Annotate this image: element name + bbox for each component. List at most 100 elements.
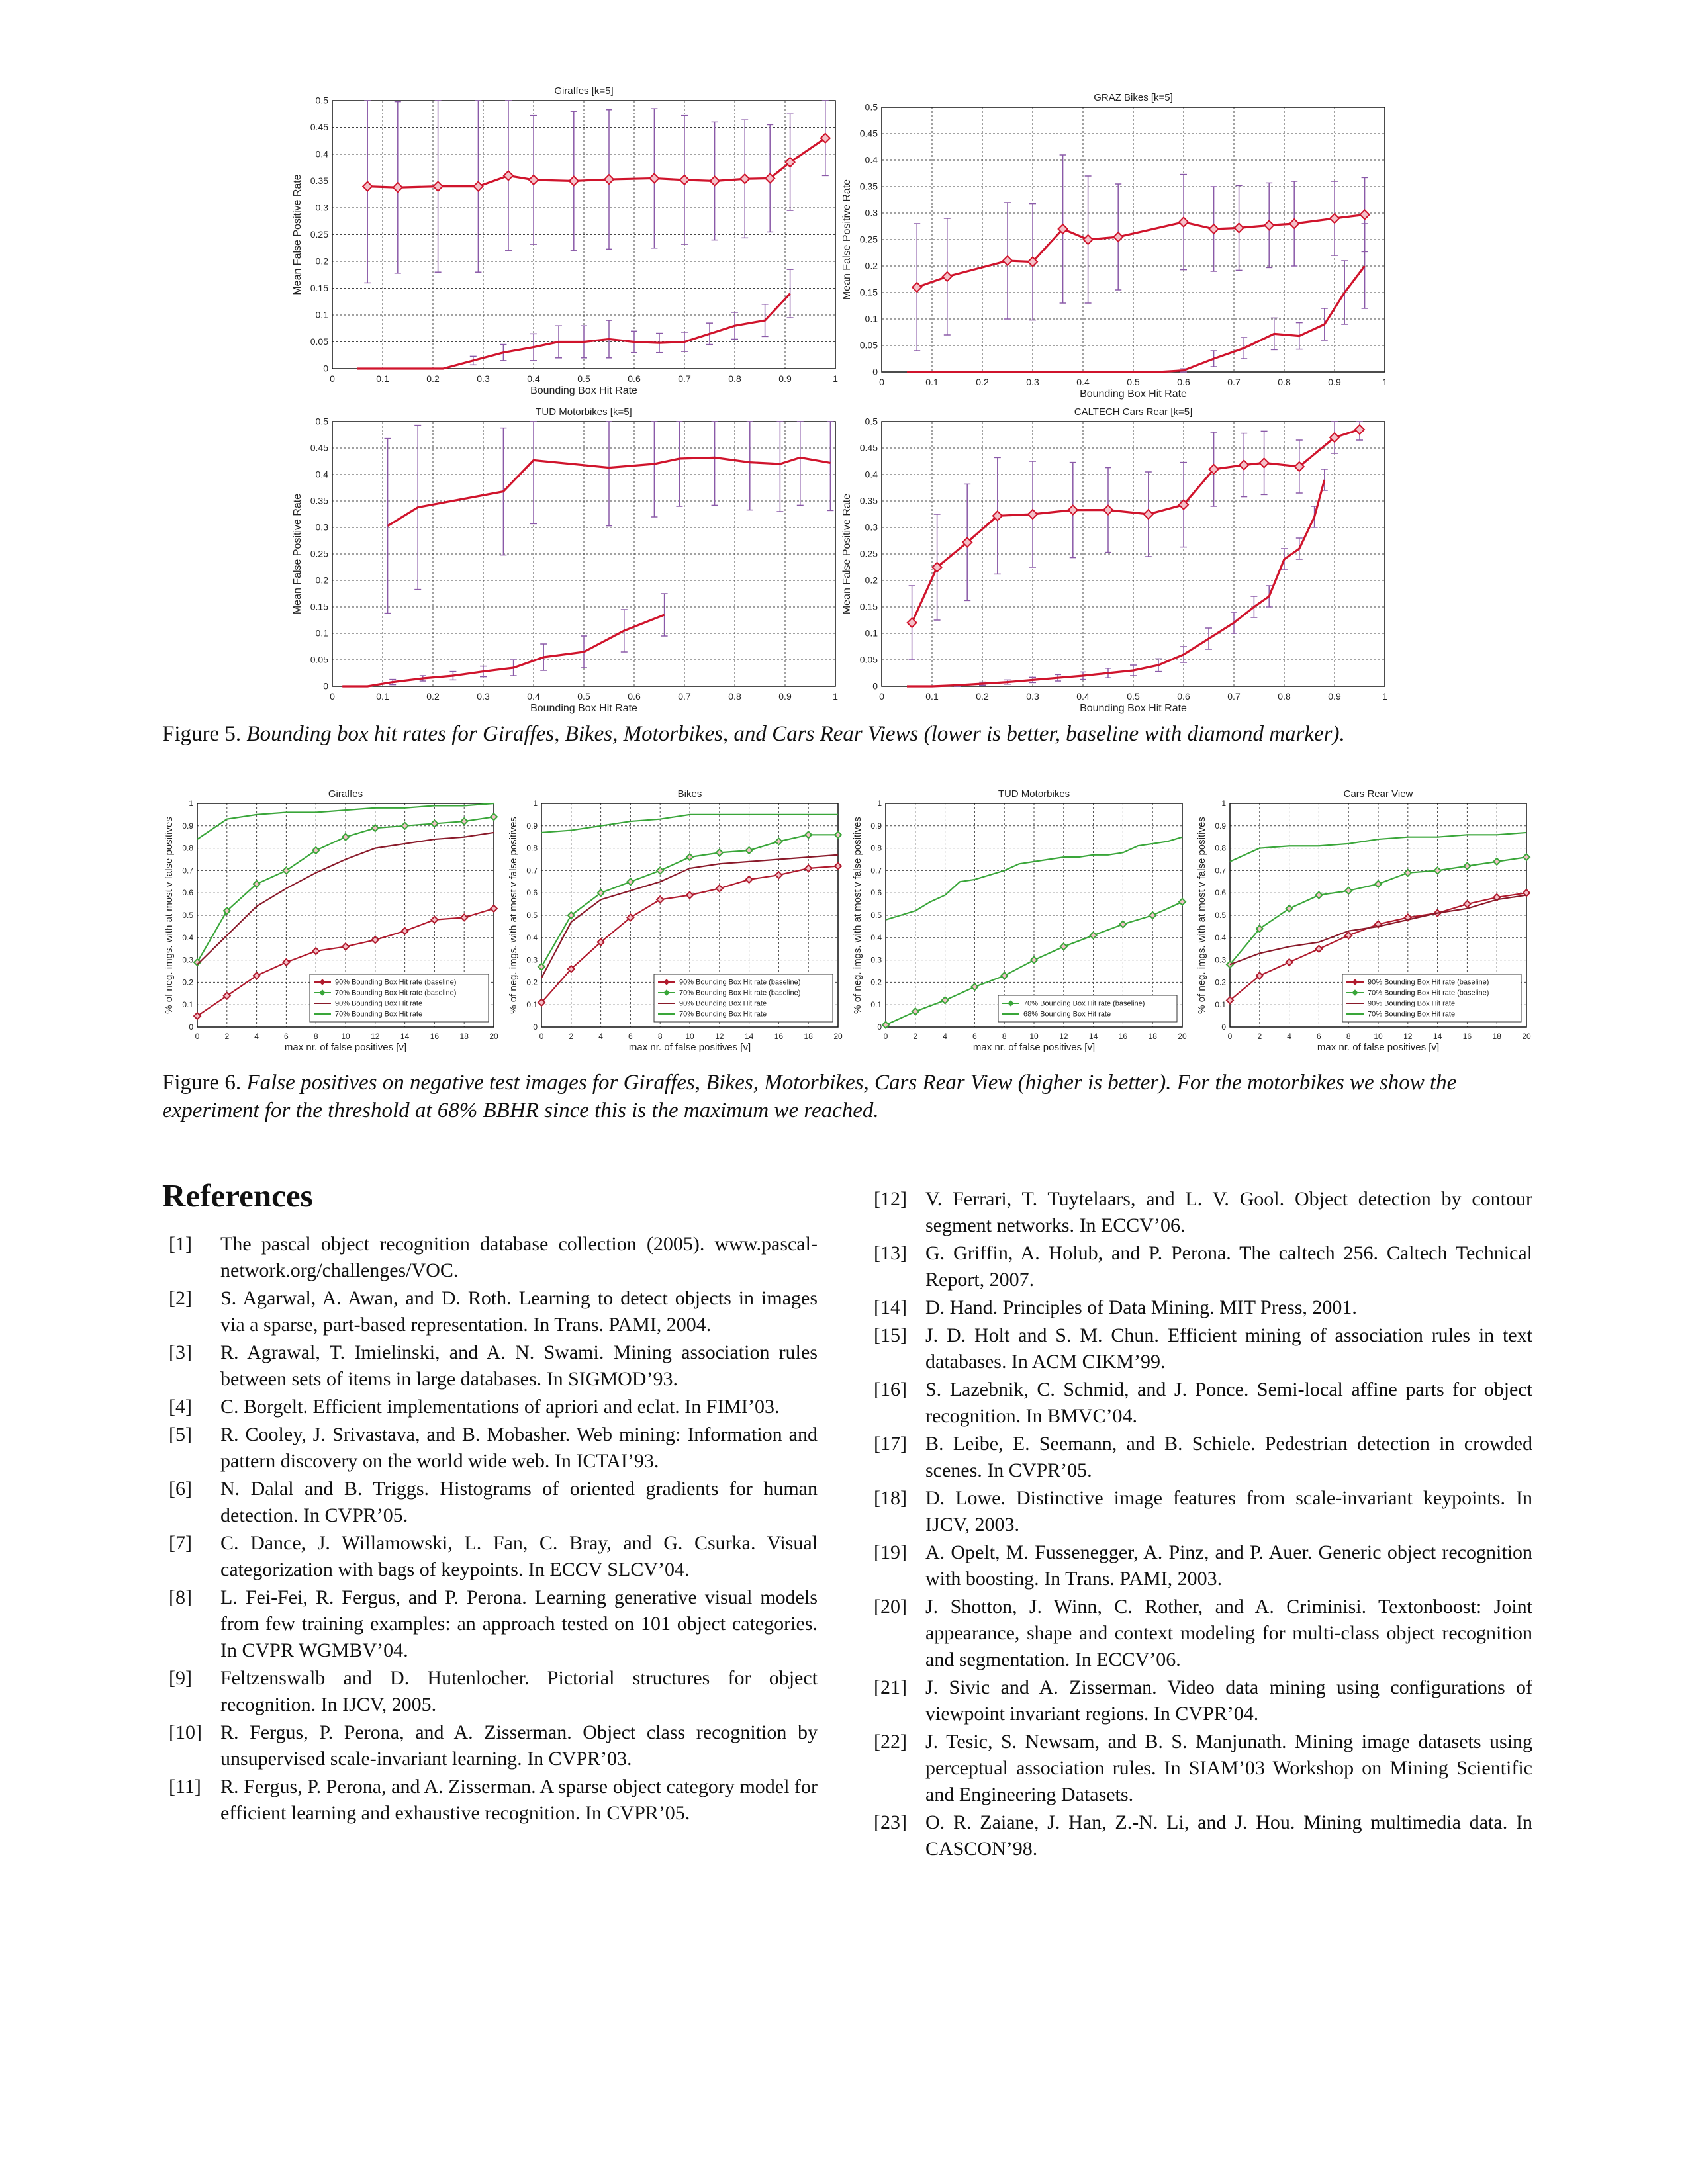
- figure6-caption: Figure 6. False positives on negative te…: [162, 1069, 1532, 1124]
- y-tick-label: 0.8: [1215, 844, 1226, 853]
- x-tick-label: 0.8: [1278, 377, 1291, 387]
- data-point: [1027, 508, 1039, 520]
- series-2: [885, 836, 1183, 921]
- y-tick-label: 0.4: [316, 149, 329, 159]
- series-line: [342, 614, 665, 688]
- data-point: [1522, 888, 1531, 897]
- legend-entry: 70% Bounding Box Hit rate (baseline): [1023, 1000, 1145, 1008]
- reference-item: [9] Feltzenswalb and D. Hutenlocher. Pict…: [162, 1665, 818, 1718]
- reference-item: [17] B. Leibe, E. Seemann, and B. Schiele…: [867, 1431, 1532, 1484]
- y-tick-label: 1: [189, 799, 193, 808]
- data-point: [1329, 212, 1340, 224]
- data-point: [1374, 880, 1383, 889]
- x-tick-label: 0.2: [426, 373, 440, 384]
- series-line: [885, 836, 1183, 921]
- x-tick-label: 2: [224, 1032, 229, 1041]
- data-point: [1263, 219, 1275, 231]
- x-tick-label: 0.1: [376, 691, 389, 702]
- data-point: [1492, 857, 1501, 866]
- legend-marker: [1352, 979, 1358, 985]
- reference-text: S. Lazebnik, C. Schmid, and J. Ponce. Se…: [925, 1379, 1532, 1427]
- x-tick-label: 0.7: [678, 373, 691, 384]
- reference-item: [3] R. Agrawal, T. Imielinski, and A. N. …: [162, 1340, 818, 1392]
- y-tick-label: 0.9: [870, 821, 882, 831]
- data-point: [361, 181, 373, 193]
- y-tick-label: 0.3: [316, 203, 329, 213]
- y-tick-label: 0.1: [865, 314, 878, 324]
- data-point: [1238, 459, 1250, 471]
- reference-text: J. Tesic, S. Newsam, and B. S. Manjunath…: [925, 1731, 1532, 1805]
- legend-entry: 68% Bounding Box Hit rate: [1023, 1011, 1111, 1019]
- reference-text: B. Leibe, E. Seemann, and B. Schiele. Pe…: [925, 1433, 1532, 1481]
- x-axis-label: max nr. of false positives [v]: [285, 1042, 406, 1053]
- series-3: [541, 854, 839, 979]
- data-point: [1344, 931, 1353, 940]
- x-tick-label: 6: [628, 1032, 633, 1041]
- reference-text: V. Ferrari, T. Tuytelaars, and L. V. Goo…: [925, 1188, 1532, 1236]
- y-tick-label: 0.3: [1215, 956, 1226, 965]
- reference-number: [1]: [169, 1233, 192, 1255]
- figure5-caption-text: Bounding box hit rates for Giraffes, Bik…: [246, 722, 1345, 746]
- data-point: [489, 812, 498, 821]
- reference-text: R. Fergus, P. Perona, and A. Zisserman. …: [220, 1776, 818, 1824]
- y-tick-label: 0: [189, 1023, 193, 1032]
- data-point: [1112, 231, 1124, 243]
- references-right-column: [12] V. Ferrari, T. Tuytelaars, and L. V.…: [867, 1186, 1532, 1864]
- data-point: [626, 877, 635, 886]
- data-point: [341, 833, 350, 842]
- y-tick-label: 0.5: [526, 911, 538, 920]
- data-point: [596, 888, 606, 897]
- figure6-caption-text: False positives on negative test images …: [162, 1071, 1457, 1122]
- x-tick-label: 0.6: [1177, 377, 1190, 387]
- data-point: [1403, 868, 1413, 878]
- reference-item: [5] R. Cooley, J. Srivastava, and B. Moba…: [162, 1422, 818, 1475]
- y-tick-label: 0.8: [870, 844, 882, 853]
- reference-number: [16]: [874, 1379, 907, 1400]
- reference-text: L. Fei-Fei, R. Fergus, and P. Perona. Le…: [220, 1586, 818, 1661]
- series-4: [1229, 831, 1527, 862]
- reference-item: [11] R. Fergus, P. Perona, and A. Zisserm…: [162, 1774, 818, 1827]
- data-point: [655, 895, 665, 904]
- reference-number: [15]: [874, 1324, 907, 1346]
- x-tick-label: 0.5: [1127, 377, 1140, 387]
- data-point: [648, 173, 660, 184]
- y-tick-label: 0.9: [1215, 821, 1226, 831]
- y-tick-label: 0: [872, 367, 878, 377]
- legend-box: [309, 974, 489, 1023]
- reference-item: [23] O. R. Zaiane, J. Han, Z.-N. Li, and …: [867, 1809, 1532, 1862]
- data-point: [311, 946, 320, 956]
- reference-number: [21]: [874, 1676, 907, 1698]
- data-point: [1118, 920, 1127, 929]
- y-tick-label: 0.1: [182, 1000, 193, 1009]
- series-1: [384, 421, 834, 614]
- reference-number: [9]: [169, 1667, 192, 1689]
- data-point: [881, 1021, 890, 1030]
- data-point: [715, 884, 724, 893]
- reference-text: O. R. Zaiane, J. Han, Z.-N. Li, and J. H…: [925, 1811, 1532, 1860]
- reference-number: [22]: [874, 1731, 907, 1752]
- chart-title: CALTECH Cars Rear [k=5]: [1074, 406, 1193, 418]
- reference-item: [20] J. Shotton, J. Winn, C. Rother, and …: [867, 1594, 1532, 1673]
- reference-item: [22] J. Tesic, S. Newsam, and B. S. Manju…: [867, 1729, 1532, 1808]
- y-tick-label: 0.4: [182, 933, 193, 942]
- reference-number: [6]: [169, 1478, 192, 1500]
- x-tick-label: 0: [330, 691, 335, 702]
- x-tick-label: 0: [195, 1032, 200, 1041]
- x-tick-label: 1: [833, 691, 838, 702]
- data-point: [745, 846, 754, 855]
- fig5-chart-caltech-cars: CALTECH Cars Rear [k=5] 0 0.1 0.2 0.3 0.4 0.5 0…: [841, 406, 1387, 714]
- y-tick-label: 0.6: [870, 888, 882, 897]
- x-axis-label: max nr. of false positives [v]: [973, 1042, 1095, 1053]
- x-tick-label: 0.4: [527, 691, 540, 702]
- y-tick-label: 0.05: [860, 340, 878, 351]
- y-tick-label: 0.9: [182, 821, 193, 831]
- x-tick-label: 0.2: [976, 691, 989, 702]
- data-point: [1082, 234, 1094, 246]
- data-point: [1225, 996, 1235, 1005]
- data-point: [906, 617, 918, 629]
- data-point: [1462, 862, 1472, 871]
- x-tick-label: 14: [1089, 1032, 1098, 1041]
- x-tick-label: 14: [745, 1032, 754, 1041]
- reference-item: [14] D. Hand. Principles of Data Mining. …: [867, 1295, 1532, 1321]
- reference-number: [20]: [874, 1596, 907, 1617]
